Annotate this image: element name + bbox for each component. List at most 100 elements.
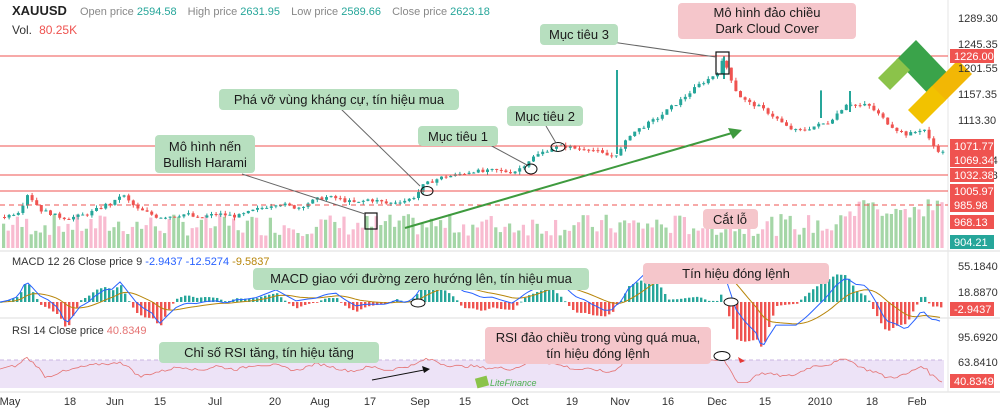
volume-bar [434,226,438,248]
svg-text:985.98: 985.98 [954,200,988,212]
candle [587,148,591,153]
macd-hist-bar [464,302,467,309]
volume-bar [627,223,631,248]
candle [752,100,756,109]
volume-bar [379,225,383,248]
volume-bar [420,223,424,248]
candle [596,147,600,153]
candle [62,217,66,221]
volume-bar [650,227,654,248]
open-value: 2594.58 [136,6,177,18]
candle [361,199,365,205]
annotation-text: Tín hiệu đóng lệnh [682,266,790,281]
candle [633,131,637,138]
candle [895,127,899,134]
macd-hist-bar [848,278,851,302]
macd-hist-bar [628,286,631,302]
macd-hist-bar [156,302,159,324]
macd-hist-bar [592,302,595,316]
candle [196,215,200,219]
volume-bar [802,227,806,248]
macd-hist-bar [708,300,711,302]
rsi-tick-label: 63.8410 [958,357,998,369]
volume-bar [669,232,673,248]
volume-bar [429,218,433,248]
macd-hist-bar [328,297,331,302]
volume-bar [788,215,792,248]
volume-bar [922,216,926,248]
volume-bar [43,225,47,248]
volume-bar [130,226,134,248]
candle [504,168,508,173]
volume-bar [862,200,866,248]
volume-bar [360,227,364,248]
rsi-arrow-head [422,366,430,373]
candle [39,204,43,214]
candle [228,211,232,216]
candle [334,194,338,201]
macd-hist-bar [540,290,543,302]
macd-hist-bar [748,302,751,342]
volume-bar [126,234,130,248]
macd-hist-bar [504,302,507,310]
annotation-dark-cloud-cover: Mô hình đảo chiều Dark Cloud Cover [678,3,856,39]
brand-logo [878,40,972,124]
macd-hist-bar [316,302,319,303]
volume-bar [512,232,516,248]
volume-bar [475,227,479,248]
breakout-marker [420,186,434,196]
volume-bar [567,230,571,248]
volume-bar [632,220,636,248]
macd-hist-bar [836,274,839,302]
macd-hist-bar [896,302,899,326]
volume-bar [485,219,489,248]
pointer-line [611,41,717,58]
macd-hist-bar [468,302,471,309]
macd-hist-bar [740,302,743,341]
macd-hist-bar [64,302,67,327]
volume-bar [232,218,236,248]
volume-bar [324,219,328,248]
candle [67,217,71,220]
volume-bar [590,226,594,248]
candle [136,202,140,211]
macd-hist-bar [148,302,151,318]
volume-bar [793,229,797,248]
macd-hist-bar [500,302,503,309]
macd-cross-marker [410,298,426,308]
volume-bar [121,231,125,248]
macd-hist-bar [344,302,347,306]
volume-bar [84,228,88,248]
macd-hist-bar [212,297,215,302]
macd-hist-bar [48,302,51,309]
macd-hist-bar [436,288,439,302]
macd-hist-bar [480,302,483,311]
macd-hist-bar [208,297,211,302]
macd-hist-bar [200,297,203,302]
candle [440,176,443,181]
volume-bar [526,235,530,248]
candle [292,204,296,210]
candle [118,194,121,203]
candle [854,104,857,109]
volume-bar [480,221,484,248]
volume-bar [834,224,838,248]
macd-hist-bar [564,301,567,303]
macd-hist-bar [52,302,55,312]
macd-hist-bar [472,302,475,309]
volume-bar [912,207,916,248]
volume-bar [613,232,617,248]
volume-bar [227,225,231,248]
svg-text:LiteFinance: LiteFinance [490,378,537,388]
volume-bar [894,208,898,248]
macd-hist-bar [228,300,231,302]
rsi-arrow [371,369,425,381]
macd-hist-bar [72,302,75,316]
macd-hist-bar [288,302,291,304]
candle [58,211,62,220]
level-badge: 1005.97 [950,184,994,198]
candle [348,198,351,205]
candle [219,210,223,217]
macd-hist-bar [612,302,615,312]
